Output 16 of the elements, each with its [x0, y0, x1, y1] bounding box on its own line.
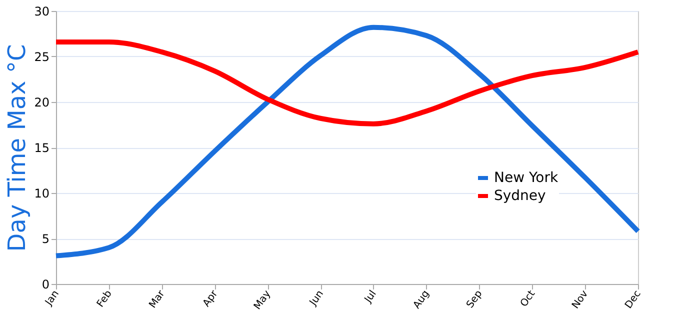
legend-label: Sydney: [494, 188, 546, 204]
y-tick-label: 20: [34, 96, 50, 110]
x-tick-label: Feb: [95, 288, 114, 310]
y-axis-title: Day Time Max °C: [3, 44, 32, 252]
x-tick-label: Oct: [518, 288, 538, 310]
y-tick-label: 10: [34, 186, 50, 200]
y-tick-label: 5: [42, 232, 50, 246]
x-tick-label: Jun: [307, 288, 326, 309]
x-tick-label: Sep: [464, 288, 485, 310]
y-tick-label: 30: [34, 4, 50, 18]
y-tick-label: 15: [34, 141, 50, 155]
x-tick-label: Jul: [362, 288, 379, 306]
y-tick-label: 25: [34, 50, 50, 64]
legend-label: New York: [494, 170, 559, 186]
x-tick-label: Jan: [42, 288, 62, 308]
y-tick-label: 0: [42, 278, 50, 292]
